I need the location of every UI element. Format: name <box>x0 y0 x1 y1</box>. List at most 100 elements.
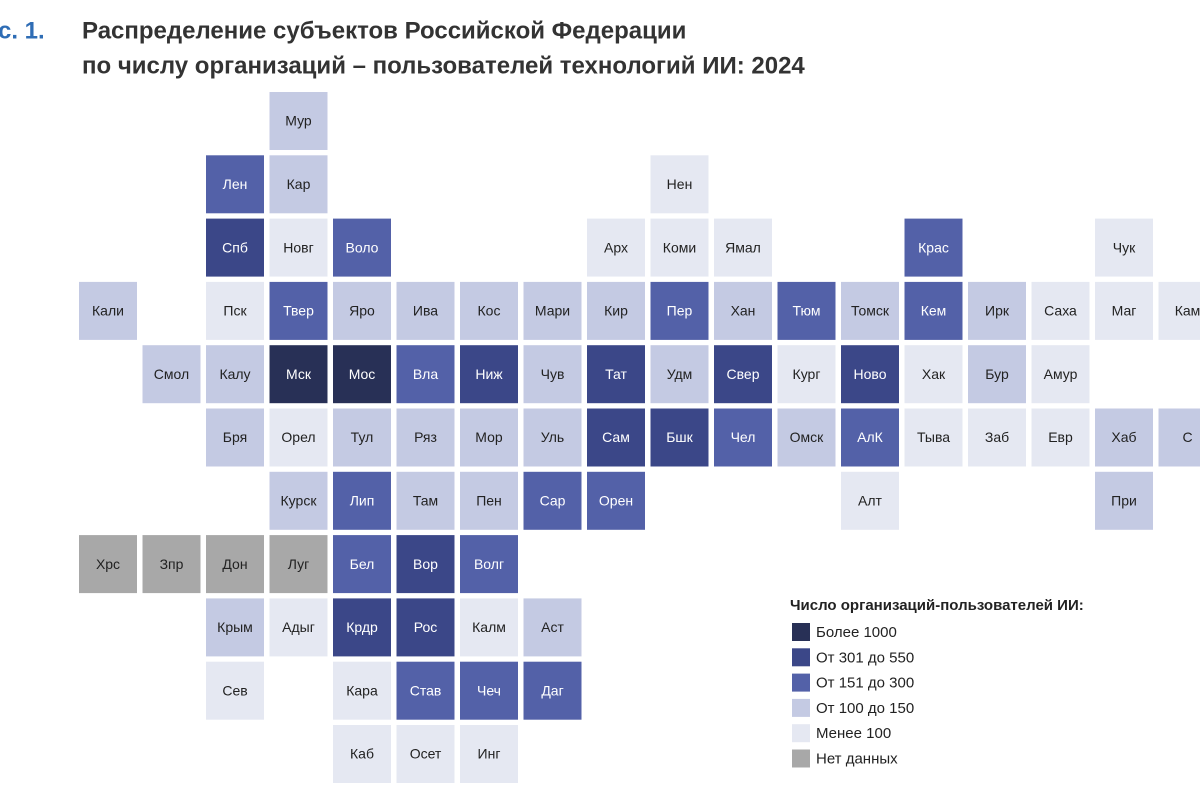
region-tile <box>333 408 391 467</box>
region-label: Пер <box>667 303 693 319</box>
region-label: Там <box>413 493 438 509</box>
region-tile <box>333 725 391 783</box>
region-label: Спб <box>222 239 248 255</box>
region-tile <box>523 471 582 530</box>
region-tile <box>1095 281 1153 340</box>
region-label: Хак <box>922 366 946 382</box>
region-tile <box>714 408 772 467</box>
region-tile <box>269 281 328 340</box>
region-tile <box>714 218 772 277</box>
region-tile <box>396 408 455 467</box>
region-tile <box>968 408 1026 467</box>
region-tile <box>333 218 391 277</box>
region-label: Бур <box>985 366 1009 382</box>
region-label: Хан <box>731 303 756 319</box>
region-tile <box>206 535 264 594</box>
region-tile <box>396 661 455 720</box>
region-tile <box>396 535 455 594</box>
region-tile <box>841 345 899 404</box>
region-tile <box>650 408 709 467</box>
region-label: Коми <box>663 239 696 255</box>
region-tile <box>269 155 328 214</box>
region-tile <box>396 725 455 783</box>
region-label: Твер <box>283 303 314 319</box>
region-label: Кем <box>921 303 947 319</box>
region-label: Новг <box>283 239 313 255</box>
region-label: Кос <box>478 303 501 319</box>
region-tile <box>142 535 201 594</box>
region-tile <box>206 281 264 340</box>
region-label: Тюм <box>793 303 821 319</box>
region-tile <box>460 661 518 720</box>
legend-label: От 151 до 300 <box>816 675 914 692</box>
region-label: Кург <box>793 366 821 382</box>
region-label: Вла <box>413 366 439 382</box>
region-label: Смол <box>154 366 189 382</box>
region-label: Маг <box>1112 303 1137 319</box>
region-label: Евр <box>1048 429 1073 445</box>
region-label: Кар <box>287 176 311 192</box>
region-label: Курск <box>281 493 318 509</box>
region-label: Крым <box>217 619 253 635</box>
region-label: Свер <box>727 366 760 382</box>
region-tile <box>714 281 772 340</box>
region-tile <box>841 408 899 467</box>
region-label: Хаб <box>1111 429 1136 445</box>
region-tile <box>904 408 963 467</box>
region-label: Ямал <box>725 239 761 255</box>
region-tile <box>523 281 582 340</box>
region-tile <box>206 345 264 404</box>
region-tile <box>396 598 455 657</box>
region-tile <box>396 281 455 340</box>
region-label: Амур <box>1044 366 1078 382</box>
region-label: Ново <box>854 366 887 382</box>
title: по числу организаций – пользователей тех… <box>82 52 805 79</box>
region-label: Орел <box>281 429 315 445</box>
region-tile <box>206 155 264 214</box>
region-tile <box>142 345 201 404</box>
region-label: Чув <box>541 366 565 382</box>
region-label: Зпр <box>160 556 184 572</box>
legend-swatch <box>792 698 810 717</box>
region-label: Сев <box>222 682 247 698</box>
region-label: Аст <box>541 619 564 635</box>
region-label: Волг <box>474 556 504 572</box>
region-label: Кали <box>92 303 124 319</box>
region-label: Калу <box>219 366 250 382</box>
region-tile <box>333 535 391 594</box>
region-label: Сам <box>602 429 630 445</box>
region-tile <box>460 281 518 340</box>
region-label: Луг <box>288 556 309 572</box>
region-tile <box>587 345 645 404</box>
region-label: С <box>1182 429 1192 445</box>
region-tile <box>587 218 645 277</box>
region-label: АлК <box>857 429 884 445</box>
region-tile <box>841 471 899 530</box>
region-tile <box>650 218 709 277</box>
legend-swatch <box>792 623 810 641</box>
region-tile <box>79 535 137 594</box>
region-label: Уль <box>541 429 564 445</box>
region-label: При <box>1111 493 1137 509</box>
region-tile <box>206 598 264 657</box>
region-tile <box>1095 471 1153 530</box>
region-tile <box>1095 408 1153 467</box>
region-label: Мур <box>285 113 312 129</box>
region-tile <box>269 218 328 277</box>
region-label: Лен <box>223 176 248 192</box>
region-tile <box>904 218 963 277</box>
region-tile <box>333 345 391 404</box>
region-tile <box>206 408 264 467</box>
region-label: Сар <box>540 493 566 509</box>
region-label: Чеч <box>477 682 501 698</box>
region-label: Кара <box>346 682 378 698</box>
region-label: Крас <box>918 239 949 255</box>
region-tile <box>777 281 836 340</box>
region-tile <box>650 155 709 214</box>
legend-label: От 301 до 550 <box>816 649 914 666</box>
region-tile <box>1158 281 1200 340</box>
region-tile <box>777 345 836 404</box>
region-label: Чел <box>731 429 756 445</box>
legend-swatch <box>792 724 810 743</box>
